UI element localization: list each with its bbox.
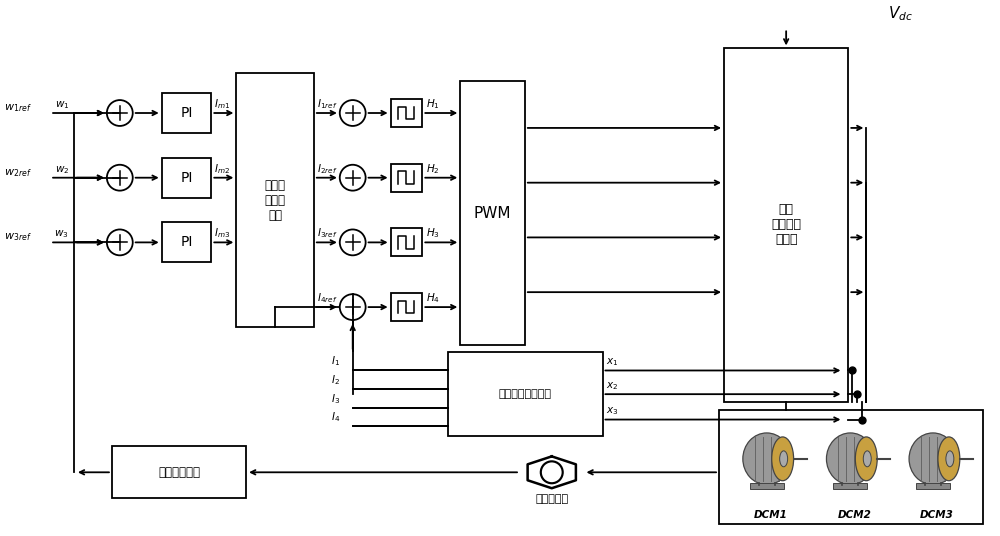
Text: PI: PI — [180, 106, 193, 120]
Text: $I_{3ref}$: $I_{3ref}$ — [317, 226, 337, 240]
FancyBboxPatch shape — [750, 483, 784, 489]
Ellipse shape — [855, 437, 877, 481]
FancyBboxPatch shape — [724, 48, 848, 401]
Text: $w_{3ref}$: $w_{3ref}$ — [4, 232, 32, 243]
Text: $I_{m3}$: $I_{m3}$ — [214, 226, 231, 240]
FancyBboxPatch shape — [391, 164, 422, 192]
Text: $I_2$: $I_2$ — [331, 373, 340, 387]
Ellipse shape — [909, 433, 957, 485]
Text: $x_1$: $x_1$ — [606, 356, 619, 368]
FancyBboxPatch shape — [236, 73, 314, 327]
Text: $w_{1ref}$: $w_{1ref}$ — [4, 102, 32, 114]
Text: 转速计算模块: 转速计算模块 — [158, 466, 200, 479]
Text: $H_3$: $H_3$ — [426, 226, 440, 240]
Text: 位置传感器: 位置传感器 — [535, 494, 568, 504]
Text: PWM: PWM — [474, 205, 511, 220]
Ellipse shape — [772, 437, 794, 481]
FancyBboxPatch shape — [448, 352, 603, 436]
FancyBboxPatch shape — [112, 446, 246, 498]
Text: 参考电
流计算
模块: 参考电 流计算 模块 — [265, 178, 286, 221]
Text: PI: PI — [180, 170, 193, 185]
Text: $x_3$: $x_3$ — [606, 406, 619, 418]
Text: $w_3$: $w_3$ — [54, 228, 69, 240]
Text: $I_{m1}$: $I_{m1}$ — [214, 97, 230, 111]
Text: $I_{1ref}$: $I_{1ref}$ — [317, 97, 337, 111]
Text: DCM3: DCM3 — [920, 510, 954, 520]
Ellipse shape — [826, 433, 874, 485]
Text: 电流重构计算模块: 电流重构计算模块 — [499, 389, 552, 399]
Text: DCM2: DCM2 — [837, 510, 871, 520]
Text: $I_{4ref}$: $I_{4ref}$ — [317, 291, 337, 305]
Ellipse shape — [780, 451, 788, 467]
Text: PI: PI — [180, 235, 193, 249]
FancyBboxPatch shape — [162, 222, 211, 262]
Text: $I_1$: $I_1$ — [331, 354, 340, 368]
FancyBboxPatch shape — [833, 483, 867, 489]
FancyBboxPatch shape — [391, 228, 422, 256]
Text: $I_4$: $I_4$ — [331, 411, 340, 424]
Text: $I_{m2}$: $I_{m2}$ — [214, 162, 230, 175]
Ellipse shape — [938, 437, 960, 481]
FancyBboxPatch shape — [916, 483, 950, 489]
Text: $H_4$: $H_4$ — [426, 291, 440, 305]
FancyBboxPatch shape — [391, 293, 422, 321]
Text: $H_2$: $H_2$ — [426, 162, 440, 175]
Text: $w_1$: $w_1$ — [55, 99, 69, 111]
Text: $I_3$: $I_3$ — [331, 392, 340, 406]
Text: $V_{dc}$: $V_{dc}$ — [888, 5, 913, 24]
Text: $w_{2ref}$: $w_{2ref}$ — [4, 167, 32, 178]
Ellipse shape — [743, 433, 791, 485]
FancyBboxPatch shape — [719, 410, 983, 524]
Ellipse shape — [946, 451, 954, 467]
Ellipse shape — [863, 451, 871, 467]
Text: $H_1$: $H_1$ — [426, 97, 440, 111]
Text: DCM1: DCM1 — [754, 510, 788, 520]
FancyBboxPatch shape — [162, 158, 211, 198]
Text: $x_2$: $x_2$ — [606, 380, 619, 392]
Text: $I_{2ref}$: $I_{2ref}$ — [317, 162, 337, 175]
FancyBboxPatch shape — [391, 99, 422, 127]
Polygon shape — [528, 456, 576, 488]
Text: 四相
电压源型
逆变器: 四相 电压源型 逆变器 — [771, 204, 801, 247]
FancyBboxPatch shape — [162, 93, 211, 133]
Text: $w_2$: $w_2$ — [55, 163, 69, 175]
FancyBboxPatch shape — [460, 81, 525, 345]
